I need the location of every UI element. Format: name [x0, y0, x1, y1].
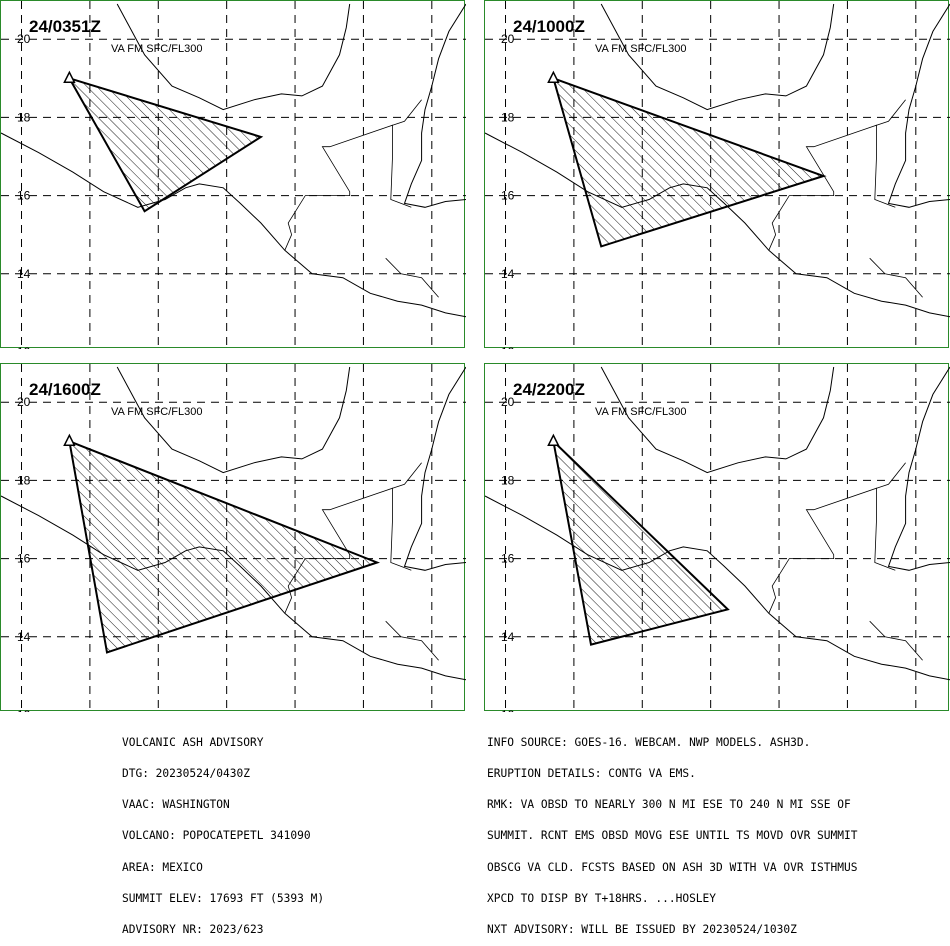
- lat-tick-label: 16: [17, 189, 31, 203]
- lon-tick-label: -88: [423, 347, 441, 349]
- coastline: [889, 4, 950, 207]
- advisory-line: XPCD TO DISP BY T+18HRS. ...HOSLEY: [487, 894, 857, 904]
- ash-cloud-polygon: [553, 78, 823, 246]
- lon-tick-label: -100: [493, 710, 517, 712]
- country-border: [393, 100, 422, 125]
- lon-tick-label: -96: [150, 710, 168, 712]
- lat-tick-label: 14: [17, 630, 31, 644]
- lat-tick-label: 18: [501, 110, 515, 124]
- panel-level: VA FM SFC/FL300: [111, 43, 203, 55]
- country-border: [386, 621, 439, 660]
- lon-tick-label: -92: [770, 347, 788, 349]
- panel-time: 24/1600Z: [29, 380, 101, 400]
- map-canvas: 1214161820-100-98-96-94-92-90-88: [485, 364, 950, 712]
- country-border: [877, 463, 906, 488]
- lon-tick-label: -90: [355, 347, 373, 349]
- country-border: [769, 488, 896, 613]
- lon-tick-label: -98: [81, 710, 99, 712]
- advisory-line: ADVISORY NR: 2023/623: [122, 925, 324, 935]
- advisory-line: SUMMIT. RCNT EMS OBSD MOVG ESE UNTIL TS …: [487, 831, 857, 841]
- coastline: [1, 133, 466, 317]
- coastline: [485, 496, 950, 680]
- advisory-line: VAAC: WASHINGTON: [122, 800, 324, 810]
- map-panel-3: 1214161820-100-98-96-94-92-90-88 24/1600…: [0, 363, 465, 711]
- lon-tick-label: -94: [218, 710, 236, 712]
- panel-time: 24/2200Z: [513, 380, 585, 400]
- lon-tick-label: -100: [9, 710, 33, 712]
- triangle-icon: [548, 435, 558, 445]
- map-panel-4: 1214161820-100-98-96-94-92-90-88 24/2200…: [484, 363, 949, 711]
- lon-tick-label: -92: [286, 710, 304, 712]
- map-canvas: 1214161820-100-98-96-94-92-90-88: [1, 1, 466, 349]
- panel-level: VA FM SFC/FL300: [595, 406, 687, 418]
- lat-tick-label: 18: [501, 473, 515, 487]
- panel-time: 24/0351Z: [29, 17, 101, 37]
- triangle-icon: [548, 72, 558, 82]
- coastline: [117, 367, 350, 473]
- advisory-line: AREA: MEXICO: [122, 863, 324, 873]
- lon-tick-label: -96: [150, 347, 168, 349]
- lon-tick-label: -88: [907, 710, 925, 712]
- advisory-line: VOLCANO: POPOCATEPETL 341090: [122, 831, 324, 841]
- advisory-line: DTG: 20230524/0430Z: [122, 769, 324, 779]
- coastline: [601, 4, 834, 110]
- ash-cloud-polygon: [553, 441, 727, 644]
- lon-tick-label: -96: [634, 347, 652, 349]
- map-panel-2: 1214161820-100-98-96-94-92-90-88 24/1000…: [484, 0, 949, 348]
- map-canvas: 1214161820-100-98-96-94-92-90-88: [1, 364, 466, 712]
- panel-level: VA FM SFC/FL300: [595, 43, 687, 55]
- map-panel-1: 1214161820-100-98-96-94-92-90-88 24/0351…: [0, 0, 465, 348]
- advisory-line: RMK: VA OBSD TO NEARLY 300 N MI ESE TO 2…: [487, 800, 857, 810]
- lat-tick-label: 16: [17, 552, 31, 566]
- ash-cloud-polygon: [69, 78, 261, 211]
- advisory-right: INFO SOURCE: GOES-16. WEBCAM. NWP MODELS…: [487, 717, 857, 946]
- triangle-icon: [64, 435, 74, 445]
- lat-tick-label: 16: [501, 552, 515, 566]
- advisory-line: SUMMIT ELEV: 17693 FT (5393 M): [122, 894, 324, 904]
- lat-tick-label: 14: [501, 630, 515, 644]
- panel-time: 24/1000Z: [513, 17, 585, 37]
- advisory-line: ERUPTION DETAILS: CONTG VA EMS.: [487, 769, 857, 779]
- lon-tick-label: -98: [81, 347, 99, 349]
- coastline: [117, 4, 350, 110]
- lon-tick-label: -92: [770, 710, 788, 712]
- lon-tick-label: -96: [634, 710, 652, 712]
- lon-tick-label: -90: [839, 710, 857, 712]
- map-canvas: 1214161820-100-98-96-94-92-90-88: [485, 1, 950, 349]
- country-border: [393, 463, 422, 488]
- coastline: [601, 367, 834, 473]
- triangle-icon: [64, 72, 74, 82]
- country-border: [870, 621, 923, 660]
- lon-tick-label: -100: [9, 347, 33, 349]
- lon-tick-label: -94: [218, 347, 236, 349]
- lat-tick-label: 14: [17, 267, 31, 281]
- advisory-line: VOLCANIC ASH ADVISORY: [122, 738, 324, 748]
- advisory-line: NXT ADVISORY: WILL BE ISSUED BY 20230524…: [487, 925, 857, 935]
- lon-tick-label: -94: [702, 710, 720, 712]
- lon-tick-label: -100: [493, 347, 517, 349]
- lon-tick-label: -92: [286, 347, 304, 349]
- lon-tick-label: -98: [565, 710, 583, 712]
- advisory-line: INFO SOURCE: GOES-16. WEBCAM. NWP MODELS…: [487, 738, 857, 748]
- coastline: [889, 367, 950, 570]
- panel-level: VA FM SFC/FL300: [111, 406, 203, 418]
- lon-tick-label: -90: [355, 710, 373, 712]
- lon-tick-label: -88: [423, 710, 441, 712]
- advisory-line: OBSCG VA CLD. FCSTS BASED ON ASH 3D WITH…: [487, 863, 857, 873]
- lon-tick-label: -90: [839, 347, 857, 349]
- lat-tick-label: 16: [501, 189, 515, 203]
- country-border: [877, 100, 906, 125]
- lat-tick-label: 14: [501, 267, 515, 281]
- country-border: [386, 258, 439, 297]
- lon-tick-label: -88: [907, 347, 925, 349]
- lon-tick-label: -98: [565, 347, 583, 349]
- country-border: [870, 258, 923, 297]
- country-border: [285, 125, 412, 250]
- coastline: [405, 4, 467, 207]
- lon-tick-label: -94: [702, 347, 720, 349]
- advisory-left: VOLCANIC ASH ADVISORY DTG: 20230524/0430…: [122, 717, 324, 946]
- lat-tick-label: 18: [17, 473, 31, 487]
- coastline: [405, 367, 467, 570]
- lat-tick-label: 18: [17, 110, 31, 124]
